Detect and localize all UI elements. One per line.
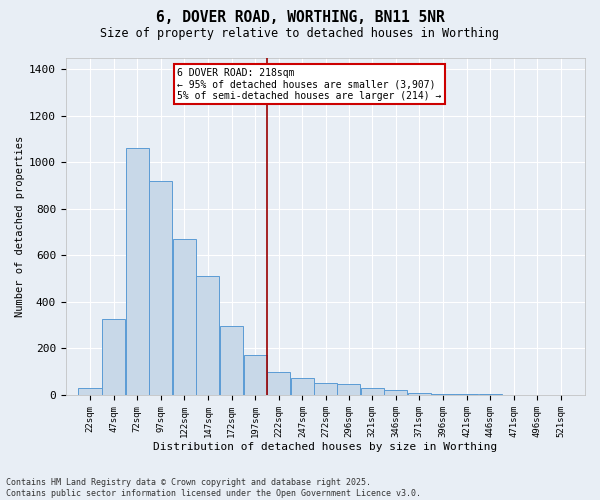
Bar bbox=[455, 394, 478, 395]
Text: 6, DOVER ROAD, WORTHING, BN11 5NR: 6, DOVER ROAD, WORTHING, BN11 5NR bbox=[155, 10, 445, 25]
Bar bbox=[408, 392, 431, 395]
Bar bbox=[220, 326, 243, 395]
Bar bbox=[149, 181, 172, 395]
Bar bbox=[125, 148, 149, 395]
Text: Contains HM Land Registry data © Crown copyright and database right 2025.
Contai: Contains HM Land Registry data © Crown c… bbox=[6, 478, 421, 498]
Bar bbox=[479, 394, 502, 395]
Bar bbox=[196, 276, 220, 395]
Bar bbox=[173, 239, 196, 395]
Bar bbox=[384, 390, 407, 395]
Text: Size of property relative to detached houses in Worthing: Size of property relative to detached ho… bbox=[101, 28, 499, 40]
Bar bbox=[244, 356, 266, 395]
Text: 6 DOVER ROAD: 218sqm
← 95% of detached houses are smaller (3,907)
5% of semi-det: 6 DOVER ROAD: 218sqm ← 95% of detached h… bbox=[178, 68, 442, 101]
Bar bbox=[337, 384, 360, 395]
Bar bbox=[291, 378, 314, 395]
X-axis label: Distribution of detached houses by size in Worthing: Distribution of detached houses by size … bbox=[154, 442, 497, 452]
Bar bbox=[314, 384, 337, 395]
Bar bbox=[431, 394, 455, 395]
Bar bbox=[102, 320, 125, 395]
Bar bbox=[79, 388, 101, 395]
Bar bbox=[267, 372, 290, 395]
Bar bbox=[361, 388, 384, 395]
Y-axis label: Number of detached properties: Number of detached properties bbox=[15, 136, 25, 317]
